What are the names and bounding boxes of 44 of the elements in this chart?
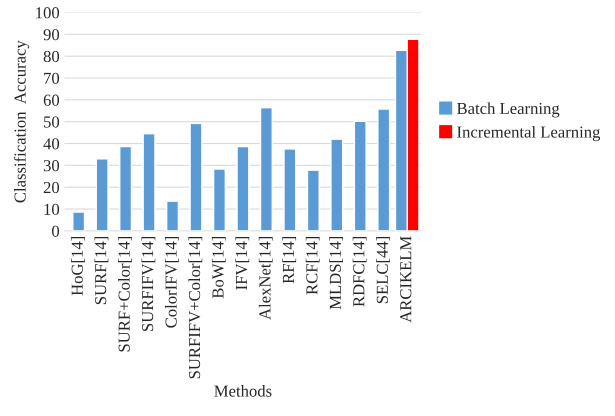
x-tick-label: RDFC[14] xyxy=(352,236,366,307)
bar xyxy=(96,158,109,231)
bar xyxy=(119,146,132,231)
x-tick-label: SURFIFV+Color[14] xyxy=(188,236,202,378)
x-tick-label: SURFIFV[14] xyxy=(142,236,156,331)
bar xyxy=(166,200,180,231)
y-tick-label: 90 xyxy=(44,29,60,40)
y-tick-label: 40 xyxy=(43,138,60,150)
y-tick-label: 70 xyxy=(44,72,60,84)
y-tick-label: 100 xyxy=(36,7,60,18)
x-tick-label: HoG[14] xyxy=(71,236,85,296)
bar xyxy=(72,211,86,231)
y-axis-title: Classification Accuracy xyxy=(14,40,30,202)
bar xyxy=(189,122,203,231)
y-tick-label: 80 xyxy=(44,50,60,62)
x-tick-label: SURF[14] xyxy=(94,236,108,304)
x-tick-label: IFV[14] xyxy=(235,236,250,290)
legend-label: Incremental Learning xyxy=(457,126,600,142)
bar xyxy=(142,132,156,231)
y-tick-label: 10 xyxy=(44,204,60,215)
x-tick-label: MLDS[14] xyxy=(329,236,344,310)
legend-label: Batch Learning xyxy=(456,102,560,118)
x-tick-label: SURF+Color[14] xyxy=(118,236,132,352)
y-tick-label: 20 xyxy=(44,182,60,194)
x-tick-label: SELC[44] xyxy=(376,236,390,304)
bar xyxy=(377,108,390,231)
bar xyxy=(306,169,320,231)
x-tick-label: BoW[14] xyxy=(212,236,226,298)
x-axis-title: Methods xyxy=(214,384,272,397)
x-tick-label: ARCIKELM xyxy=(400,236,412,323)
bar xyxy=(330,138,344,231)
y-tick-label: 50 xyxy=(44,116,60,128)
bar xyxy=(354,120,367,231)
y-tick-label: 60 xyxy=(44,94,60,106)
x-tick-label: ColorIFV[14] xyxy=(164,236,179,328)
y-tick-label: 30 xyxy=(44,160,60,172)
x-tick-label: RCF[14] xyxy=(306,236,320,295)
bar xyxy=(260,107,273,231)
bar xyxy=(283,148,296,231)
x-tick-label: AlexNet[14] xyxy=(258,236,273,320)
x-tick-label: RF[14] xyxy=(282,236,296,284)
y-tick-label: 0 xyxy=(52,226,60,237)
bar xyxy=(236,146,250,231)
bar xyxy=(212,168,226,231)
